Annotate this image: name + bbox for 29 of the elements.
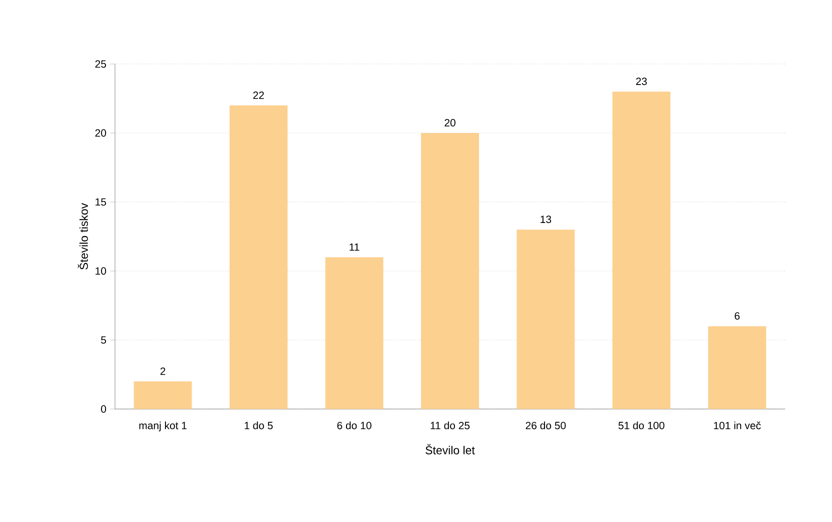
bar: [421, 132, 480, 409]
bar: [134, 381, 192, 409]
x-tick-label: 6 do 10: [337, 422, 372, 430]
bar: [230, 105, 288, 409]
x-tick-label: 101 in več: [714, 422, 761, 430]
x-tick-label: 51 do 100: [618, 422, 664, 430]
y-tick-label: 0: [101, 405, 106, 413]
y-tick-label: 5: [101, 336, 106, 344]
bar: [325, 257, 384, 409]
data-label: 11: [350, 243, 360, 251]
bar: [708, 326, 766, 409]
x-axis-title: Število let: [426, 444, 475, 454]
data-label: 22: [253, 92, 264, 99]
data-label: 13: [540, 216, 552, 224]
data-label: 6: [734, 312, 740, 320]
x-tick-label: manj kot 1: [139, 422, 187, 432]
data-label: 23: [636, 78, 647, 86]
data-label: 2: [160, 368, 166, 375]
x-tick-label: 11 do 25: [430, 422, 470, 430]
data-label: 20: [444, 119, 456, 126]
y-tick-label: 10: [96, 267, 106, 275]
bar: [612, 92, 670, 409]
x-tick-label: 1 do 5: [244, 422, 273, 430]
bar: [516, 230, 575, 409]
y-tick-label: 20: [95, 129, 106, 137]
y-axis-title: Število tiskov: [78, 203, 88, 270]
y-tick-label: 15: [96, 198, 106, 206]
y-tick-label: 25: [95, 60, 106, 68]
x-tick-label: 26 do 50: [526, 422, 566, 430]
